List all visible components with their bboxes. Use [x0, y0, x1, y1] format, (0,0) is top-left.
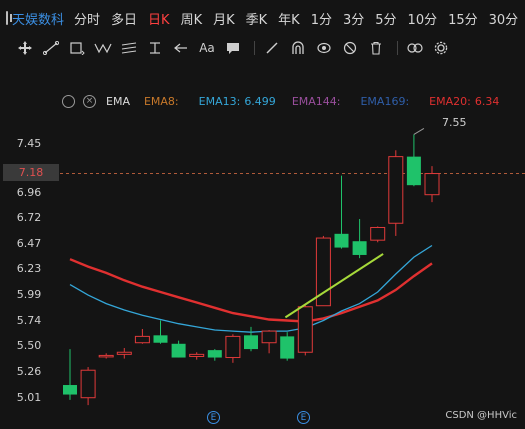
candle-body-down: [244, 335, 258, 350]
period-tab-10min[interactable]: 10分: [407, 12, 438, 28]
price-tick: 5.26: [16, 365, 42, 378]
candle-body-up: [116, 351, 132, 355]
trash-icon[interactable]: [365, 38, 387, 58]
price-tick: 6.96: [16, 186, 42, 199]
pattern-icon[interactable]: [92, 38, 114, 58]
price-tick: 7.45: [16, 137, 42, 150]
candle-body-up: [134, 335, 150, 344]
period-tab-monthly[interactable]: 月K: [213, 12, 235, 28]
price-tick: 6.47: [16, 237, 42, 250]
price-tick: 5.50: [16, 339, 42, 352]
ruler-icon[interactable]: [261, 38, 283, 58]
period-tab-minute[interactable]: 分时: [74, 12, 101, 28]
period-tab-1min[interactable]: 1分: [310, 12, 332, 28]
settings-icon[interactable]: [430, 38, 452, 58]
candle-body-up: [388, 156, 404, 224]
eye-icon[interactable]: [313, 38, 335, 58]
candle-body-up: [370, 226, 386, 241]
peak-price-label: 7.55: [442, 116, 467, 129]
candle-body-up: [98, 354, 114, 358]
candle-body-up: [189, 353, 205, 357]
current-price-tag: 7.18: [3, 164, 59, 181]
ema-line-ema20: [69, 258, 433, 323]
candle-body-down: [280, 336, 295, 359]
indicator-name[interactable]: EMA: [106, 94, 130, 108]
text-tool-icon[interactable]: Aa: [199, 41, 215, 55]
period-tab-5min[interactable]: 5分: [375, 12, 397, 28]
period-tab-yearly[interactable]: 年K: [278, 12, 300, 28]
rectangle-select-icon[interactable]: [66, 38, 88, 58]
event-marker-icon[interactable]: E: [207, 411, 220, 424]
ema169-label: EMA169:: [360, 94, 410, 108]
indicator-close-icon[interactable]: ×: [83, 94, 96, 108]
link-icon[interactable]: [404, 38, 426, 58]
toolbar-divider: [254, 41, 255, 55]
candle-body-down: [207, 350, 222, 358]
parallel-lines-icon[interactable]: [118, 38, 140, 58]
drawn-trend-line: [284, 253, 384, 319]
drawing-toolbar: Aa: [0, 36, 525, 60]
candle-body-up: [261, 330, 277, 344]
candle-body-down: [334, 233, 349, 248]
price-tick: 5.74: [16, 314, 42, 327]
period-tab-15min[interactable]: 15分: [448, 12, 478, 28]
indicator-settings-icon[interactable]: [62, 94, 75, 108]
candle-body-up: [225, 335, 241, 359]
candle-body-down: [63, 385, 77, 395]
period-tab-daily[interactable]: 日K: [148, 12, 170, 28]
comment-icon[interactable]: [222, 38, 244, 58]
toolbar-divider: [397, 41, 398, 55]
candle-body-up: [297, 306, 313, 353]
trend-line-icon[interactable]: [40, 38, 62, 58]
indicator-legend: × EMA EMA8: EMA13: 6.499 EMA144: EMA169:…: [0, 92, 525, 110]
candle-body-up: [315, 237, 331, 307]
period-tab-30min[interactable]: 30分: [488, 12, 519, 28]
candle-body-up: [80, 369, 96, 399]
ema20-value: 6.34: [474, 94, 500, 108]
hide-icon[interactable]: [339, 38, 361, 58]
peak-pointer-line: [413, 127, 425, 135]
candle-body-down: [352, 241, 367, 255]
period-tab-multiday[interactable]: 多日: [111, 12, 138, 28]
move-crosshair-icon[interactable]: [14, 38, 36, 58]
candle-body-up: [424, 173, 440, 196]
magnet-icon[interactable]: [287, 38, 309, 58]
stock-name[interactable]: 天娱数科: [12, 12, 65, 28]
candle-body-down: [153, 335, 168, 343]
candle-body-down: [171, 343, 186, 358]
period-tab-quarterly[interactable]: 季K: [245, 12, 268, 28]
candle-body-down: [406, 156, 421, 186]
ema144-label: EMA144:: [291, 94, 341, 108]
period-tab-weekly[interactable]: 周K: [180, 12, 203, 28]
price-tick: 6.72: [16, 211, 42, 224]
ema13-value: 6.499: [244, 94, 276, 108]
ema20-label: EMA20:: [429, 94, 471, 108]
price-level-icon[interactable]: [144, 38, 166, 58]
arrow-left-icon[interactable]: [170, 38, 192, 58]
price-tick: 6.23: [16, 262, 42, 275]
period-tab-3min[interactable]: 3分: [342, 12, 365, 28]
price-tick: 5.99: [16, 288, 42, 301]
watermark: CSDN @HHVic: [445, 410, 517, 421]
event-marker-icon[interactable]: E: [297, 411, 310, 424]
top-bar: 天娱数科 分时 多日 日K 周K 月K 季K 年K 1分 3分 5分 10分 1…: [0, 0, 525, 36]
panel-toggle-icon[interactable]: [6, 11, 12, 25]
price-tick: 5.01: [16, 391, 42, 404]
ema8-label: EMA8:: [143, 94, 179, 108]
ema13-label: EMA13:: [198, 94, 241, 108]
